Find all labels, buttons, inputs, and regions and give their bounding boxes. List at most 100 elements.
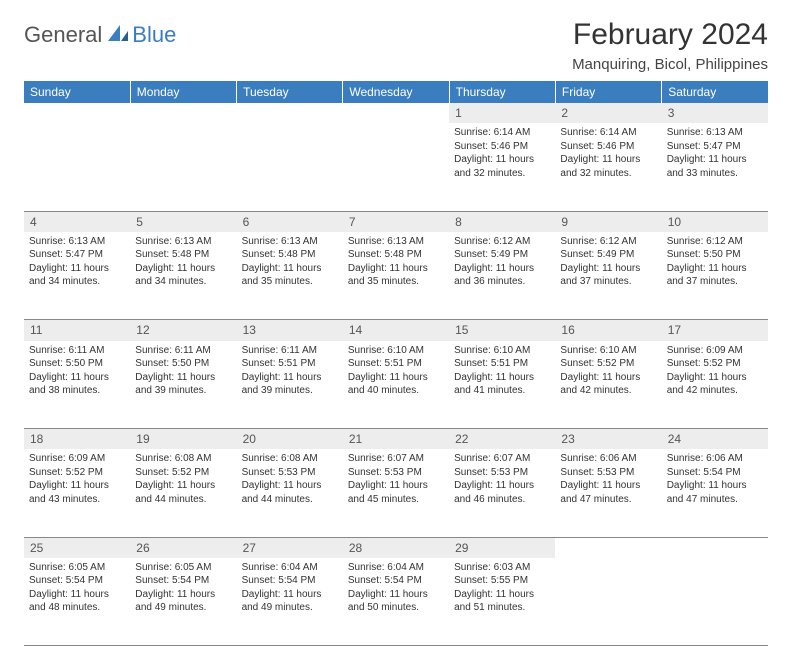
day-cell: Sunrise: 6:11 AMSunset: 5:50 PMDaylight:… xyxy=(24,341,130,429)
daylight-text: Daylight: 11 hours xyxy=(29,588,125,602)
sunrise-text: Sunrise: 6:07 AM xyxy=(454,452,550,466)
day-number-cell: 5 xyxy=(130,211,236,232)
sunset-text: Sunset: 5:48 PM xyxy=(242,248,338,262)
logo: General Blue xyxy=(24,18,176,48)
day-number-cell xyxy=(237,103,343,123)
day-cell: Sunrise: 6:09 AMSunset: 5:52 PMDaylight:… xyxy=(662,341,768,429)
sunset-text: Sunset: 5:54 PM xyxy=(242,574,338,588)
daylight-text: Daylight: 11 hours xyxy=(348,588,444,602)
sunset-text: Sunset: 5:52 PM xyxy=(560,357,656,371)
logo-text-general: General xyxy=(24,22,102,48)
day-cell xyxy=(662,558,768,646)
day-number-cell: 29 xyxy=(449,537,555,558)
day-number-cell: 8 xyxy=(449,211,555,232)
sunset-text: Sunset: 5:53 PM xyxy=(348,466,444,480)
day-number-cell: 20 xyxy=(237,429,343,450)
day-cell xyxy=(343,123,449,211)
sunrise-text: Sunrise: 6:11 AM xyxy=(135,344,231,358)
day-cell xyxy=(24,123,130,211)
day-number-cell xyxy=(24,103,130,123)
day-number-cell: 22 xyxy=(449,429,555,450)
weekday-header: Thursday xyxy=(449,81,555,103)
day-number-cell: 23 xyxy=(555,429,661,450)
day-number-cell: 25 xyxy=(24,537,130,558)
day-number-cell: 12 xyxy=(130,320,236,341)
daylight-text-cont: and 41 minutes. xyxy=(454,384,550,398)
day-cell: Sunrise: 6:11 AMSunset: 5:51 PMDaylight:… xyxy=(237,341,343,429)
daylight-text-cont: and 32 minutes. xyxy=(454,167,550,181)
day-number-cell: 16 xyxy=(555,320,661,341)
day-content-row: Sunrise: 6:09 AMSunset: 5:52 PMDaylight:… xyxy=(24,449,768,537)
day-number-cell: 21 xyxy=(343,429,449,450)
day-number-cell xyxy=(130,103,236,123)
day-cell: Sunrise: 6:13 AMSunset: 5:48 PMDaylight:… xyxy=(343,232,449,320)
day-cell xyxy=(555,558,661,646)
location-subtitle: Manquiring, Bicol, Philippines xyxy=(572,56,768,73)
day-cell: Sunrise: 6:04 AMSunset: 5:54 PMDaylight:… xyxy=(343,558,449,646)
daylight-text-cont: and 34 minutes. xyxy=(29,275,125,289)
sunrise-text: Sunrise: 6:14 AM xyxy=(454,126,550,140)
sunrise-text: Sunrise: 6:08 AM xyxy=(135,452,231,466)
daylight-text-cont: and 35 minutes. xyxy=(242,275,338,289)
day-cell: Sunrise: 6:12 AMSunset: 5:49 PMDaylight:… xyxy=(555,232,661,320)
weekday-header: Tuesday xyxy=(237,81,343,103)
daylight-text: Daylight: 11 hours xyxy=(454,262,550,276)
day-number-cell: 1 xyxy=(449,103,555,123)
weekday-header: Sunday xyxy=(24,81,130,103)
sunset-text: Sunset: 5:51 PM xyxy=(242,357,338,371)
daylight-text-cont: and 49 minutes. xyxy=(242,601,338,615)
daylight-text-cont: and 43 minutes. xyxy=(29,493,125,507)
sunrise-text: Sunrise: 6:04 AM xyxy=(348,561,444,575)
sunset-text: Sunset: 5:55 PM xyxy=(454,574,550,588)
logo-text-blue: Blue xyxy=(132,22,176,48)
daylight-text: Daylight: 11 hours xyxy=(242,479,338,493)
daylight-text-cont: and 45 minutes. xyxy=(348,493,444,507)
weekday-header: Wednesday xyxy=(343,81,449,103)
day-number-cell: 28 xyxy=(343,537,449,558)
day-number-cell: 13 xyxy=(237,320,343,341)
day-cell: Sunrise: 6:03 AMSunset: 5:55 PMDaylight:… xyxy=(449,558,555,646)
day-number-row: 11121314151617 xyxy=(24,320,768,341)
day-cell: Sunrise: 6:05 AMSunset: 5:54 PMDaylight:… xyxy=(24,558,130,646)
daylight-text-cont: and 38 minutes. xyxy=(29,384,125,398)
day-cell: Sunrise: 6:10 AMSunset: 5:51 PMDaylight:… xyxy=(449,341,555,429)
daylight-text-cont: and 51 minutes. xyxy=(454,601,550,615)
sunset-text: Sunset: 5:51 PM xyxy=(454,357,550,371)
sunrise-text: Sunrise: 6:12 AM xyxy=(454,235,550,249)
sunset-text: Sunset: 5:54 PM xyxy=(348,574,444,588)
day-number-cell: 24 xyxy=(662,429,768,450)
daylight-text: Daylight: 11 hours xyxy=(348,479,444,493)
day-cell: Sunrise: 6:04 AMSunset: 5:54 PMDaylight:… xyxy=(237,558,343,646)
day-cell: Sunrise: 6:05 AMSunset: 5:54 PMDaylight:… xyxy=(130,558,236,646)
calendar-table: Sunday Monday Tuesday Wednesday Thursday… xyxy=(24,81,768,646)
daylight-text: Daylight: 11 hours xyxy=(454,588,550,602)
day-number-cell: 14 xyxy=(343,320,449,341)
sunset-text: Sunset: 5:53 PM xyxy=(242,466,338,480)
daylight-text: Daylight: 11 hours xyxy=(135,371,231,385)
day-number-cell: 7 xyxy=(343,211,449,232)
daylight-text-cont: and 47 minutes. xyxy=(667,493,763,507)
daylight-text: Daylight: 11 hours xyxy=(560,479,656,493)
day-cell: Sunrise: 6:13 AMSunset: 5:48 PMDaylight:… xyxy=(237,232,343,320)
sunrise-text: Sunrise: 6:13 AM xyxy=(667,126,763,140)
sunset-text: Sunset: 5:47 PM xyxy=(29,248,125,262)
day-number-cell: 17 xyxy=(662,320,768,341)
day-cell: Sunrise: 6:12 AMSunset: 5:49 PMDaylight:… xyxy=(449,232,555,320)
daylight-text-cont: and 46 minutes. xyxy=(454,493,550,507)
sunset-text: Sunset: 5:51 PM xyxy=(348,357,444,371)
day-cell: Sunrise: 6:08 AMSunset: 5:53 PMDaylight:… xyxy=(237,449,343,537)
day-cell: Sunrise: 6:08 AMSunset: 5:52 PMDaylight:… xyxy=(130,449,236,537)
sunset-text: Sunset: 5:49 PM xyxy=(560,248,656,262)
sunrise-text: Sunrise: 6:11 AM xyxy=(29,344,125,358)
sunset-text: Sunset: 5:52 PM xyxy=(667,357,763,371)
day-cell: Sunrise: 6:14 AMSunset: 5:46 PMDaylight:… xyxy=(555,123,661,211)
day-number-row: 2526272829 xyxy=(24,537,768,558)
daylight-text: Daylight: 11 hours xyxy=(667,371,763,385)
sunrise-text: Sunrise: 6:09 AM xyxy=(29,452,125,466)
day-cell: Sunrise: 6:14 AMSunset: 5:46 PMDaylight:… xyxy=(449,123,555,211)
sunrise-text: Sunrise: 6:12 AM xyxy=(667,235,763,249)
day-number-cell: 3 xyxy=(662,103,768,123)
sunset-text: Sunset: 5:50 PM xyxy=(667,248,763,262)
daylight-text-cont: and 44 minutes. xyxy=(135,493,231,507)
day-number-cell: 18 xyxy=(24,429,130,450)
